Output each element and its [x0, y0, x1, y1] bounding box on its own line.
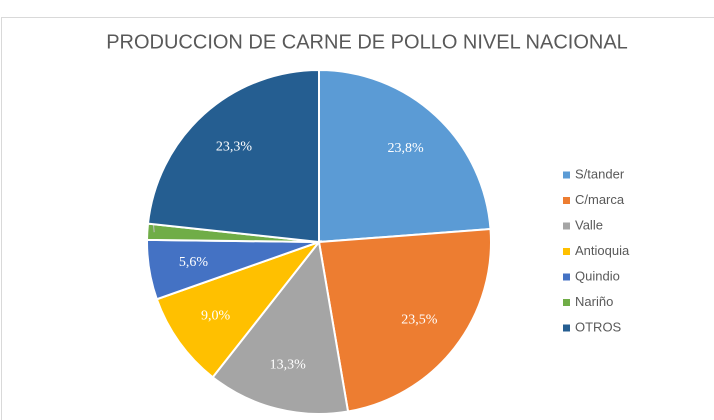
- data-label: 13,3%: [270, 358, 307, 373]
- legend-label: C/marca: [575, 192, 625, 207]
- legend-label: Nariño: [575, 294, 613, 309]
- legend-swatch: [563, 171, 570, 179]
- data-label: 5,6%: [179, 255, 209, 270]
- pie-slice: [146, 68, 320, 244]
- legend-label: Valle: [575, 217, 603, 232]
- legend-label: Antioquia: [575, 243, 630, 258]
- legend-swatch: [563, 299, 570, 306]
- legend-label: S/tander: [575, 166, 625, 181]
- chart-title: PRODUCCION DE CARNE DE POLLO NIVEL NACIO…: [106, 31, 628, 53]
- data-label: 23,3%: [216, 140, 253, 155]
- data-label: 23,8%: [387, 141, 424, 156]
- pie-slice: [211, 239, 350, 415]
- pie-slice: [318, 68, 492, 244]
- pie-slice: [155, 239, 322, 379]
- data-label: 9,0%: [201, 308, 231, 323]
- legend-swatch: [563, 324, 570, 332]
- legend-swatch: [563, 197, 570, 204]
- data-label: 23,5%: [401, 313, 438, 328]
- legend-swatch: [563, 248, 570, 255]
- legend-swatch: [563, 222, 570, 230]
- legend-label: Quindio: [575, 268, 620, 283]
- legend-swatch: [563, 273, 570, 281]
- legend-label: OTROS: [575, 319, 622, 334]
- pie-slice: [317, 227, 492, 413]
